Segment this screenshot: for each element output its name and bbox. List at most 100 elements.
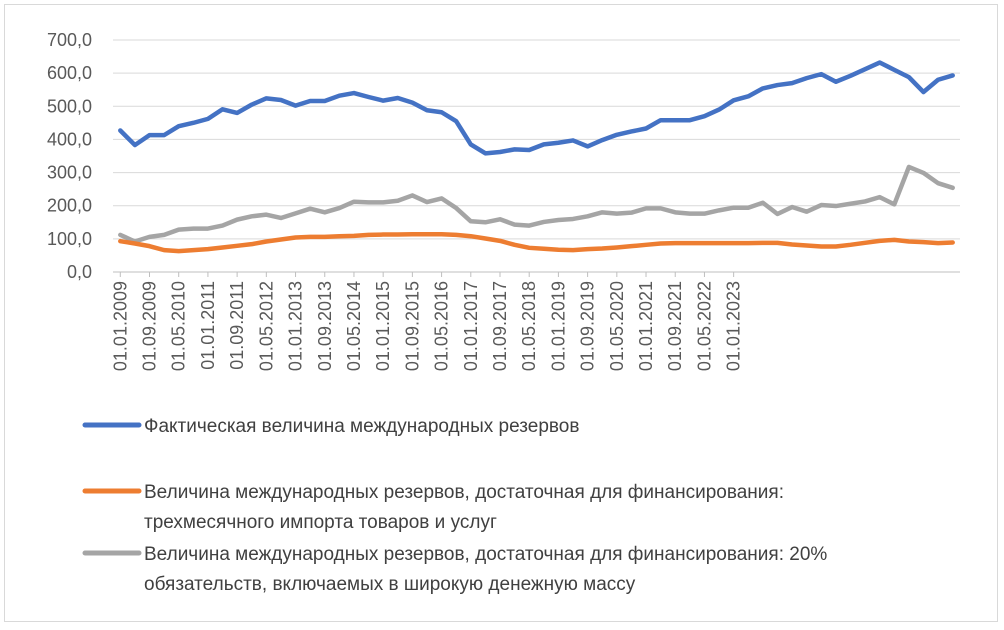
data-point: [821, 246, 822, 247]
data-point: [894, 239, 895, 240]
chart-frame: [4, 4, 998, 622]
data-point: [441, 234, 442, 235]
data-point: [514, 149, 515, 150]
data-point: [558, 142, 559, 143]
data-point: [762, 242, 763, 243]
data-point: [719, 210, 720, 211]
y-tick-label: 700,0: [47, 30, 92, 50]
data-point: [938, 183, 939, 184]
data-point: [134, 243, 135, 244]
x-tick-label: 01.01.2021: [636, 281, 656, 371]
data-point: [426, 234, 427, 235]
data-point: [762, 202, 763, 203]
data-point: [499, 240, 500, 241]
y-tick-label: 200,0: [47, 196, 92, 216]
series-lines: [118, 60, 955, 254]
data-point: [865, 201, 866, 202]
data-point: [324, 100, 325, 101]
data-point: [704, 213, 705, 214]
x-tick-label: 01.01.2017: [461, 281, 481, 371]
data-point: [310, 100, 311, 101]
data-point: [602, 248, 603, 249]
data-point: [616, 247, 617, 248]
data-point: [748, 243, 749, 244]
data-point: [353, 201, 354, 202]
data-point: [792, 244, 793, 245]
data-point: [295, 213, 296, 214]
data-point: [835, 206, 836, 207]
data-point: [456, 121, 457, 122]
data-point: [310, 236, 311, 237]
data-point: [850, 75, 851, 76]
data-point: [339, 236, 340, 237]
x-tick-label: 01.05.2020: [607, 281, 627, 371]
data-point: [894, 69, 895, 70]
x-tick-label: 01.01.2009: [110, 281, 130, 371]
data-point: [704, 243, 705, 244]
data-point: [339, 208, 340, 209]
data-point: [719, 243, 720, 244]
x-tick-label: 01.01.2019: [548, 281, 568, 371]
data-point: [280, 99, 281, 100]
data-point: [164, 234, 165, 235]
data-point: [353, 235, 354, 236]
data-point: [470, 144, 471, 145]
data-point: [733, 207, 734, 208]
data-point: [675, 120, 676, 121]
data-point: [368, 234, 369, 235]
data-point: [865, 69, 866, 70]
data-point: [952, 242, 953, 243]
data-point: [149, 246, 150, 247]
x-tick-label: 01.09.2015: [402, 281, 422, 371]
data-point: [631, 212, 632, 213]
data-point: [938, 79, 939, 80]
data-point: [426, 110, 427, 111]
legend-label-3: Величина международных резервов, достато…: [144, 544, 827, 565]
series-line-1: [118, 60, 955, 156]
data-point: [821, 74, 822, 75]
data-point: [879, 62, 880, 63]
data-point: [631, 131, 632, 132]
data-point: [908, 241, 909, 242]
data-point: [412, 234, 413, 235]
data-point: [806, 245, 807, 246]
data-point: [689, 120, 690, 121]
data-point: [777, 214, 778, 215]
data-point: [689, 213, 690, 214]
data-point: [602, 140, 603, 141]
data-point: [383, 234, 384, 235]
x-tick-label: 01.05.2010: [169, 281, 189, 371]
data-point: [923, 172, 924, 173]
legend-label-2: Величина международных резервов, достато…: [144, 482, 784, 503]
data-point: [573, 218, 574, 219]
data-point: [894, 204, 895, 205]
x-tick-label: 01.05.2022: [694, 281, 714, 371]
data-point: [178, 229, 179, 230]
data-point: [470, 221, 471, 222]
y-tick-label: 400,0: [47, 129, 92, 149]
data-point: [748, 207, 749, 208]
data-point: [558, 219, 559, 220]
data-point: [368, 97, 369, 98]
x-tick-label: 01.09.2017: [490, 281, 510, 371]
data-point: [792, 83, 793, 84]
data-point: [908, 77, 909, 78]
data-point: [397, 200, 398, 201]
data-point: [529, 247, 530, 248]
data-point: [573, 140, 574, 141]
data-point: [149, 135, 150, 136]
data-point: [485, 222, 486, 223]
legend-label-2: трехмесячного импорта товаров и услуг: [144, 512, 497, 533]
data-point: [777, 242, 778, 243]
legend-label-1: Фактическая величина международных резер…: [144, 416, 579, 437]
data-point: [646, 244, 647, 245]
data-point: [178, 251, 179, 252]
data-point: [397, 98, 398, 99]
data-point: [222, 225, 223, 226]
data-point: [543, 144, 544, 145]
data-point: [499, 152, 500, 153]
data-point: [499, 219, 500, 220]
data-point: [383, 100, 384, 101]
data-point: [324, 236, 325, 237]
